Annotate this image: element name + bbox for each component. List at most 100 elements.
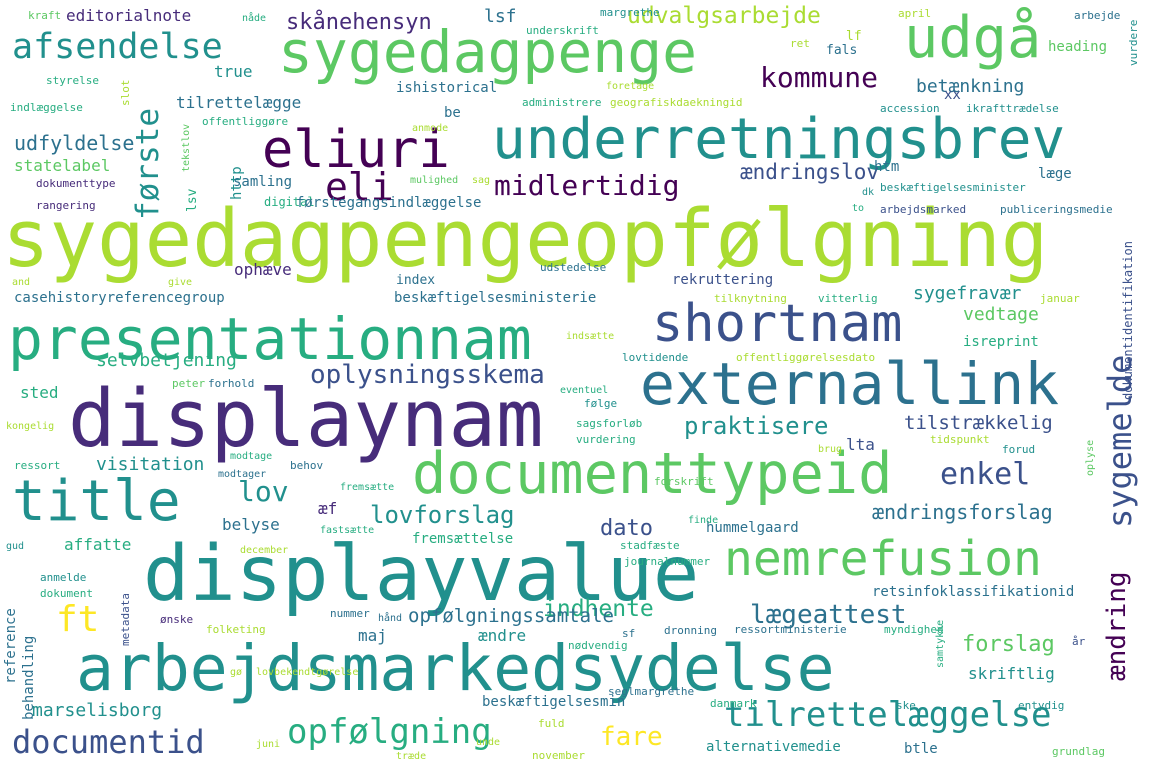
word: tilrettelæggelse [724,695,1052,735]
word: sygedagpenge [278,18,698,86]
word: seglmargrethe [608,685,695,698]
word: lov [238,475,289,508]
word: forskrift [654,475,714,488]
word: sted [20,383,59,402]
word: unde [476,737,501,748]
word: tekstlov [181,123,192,172]
word: lovbekendtgørelse [256,667,359,678]
word: metadata [119,593,132,646]
word: dronning [664,624,717,637]
word: editorialnote [66,6,192,25]
word: første [130,108,166,220]
word: oplysningsskema [310,360,545,390]
word: mulighed [410,175,459,186]
word: and [12,277,31,288]
word: arbejdsmarked [880,203,967,216]
word: vitterlig [818,292,878,305]
word: ændringsforslag [872,500,1053,524]
word: fare [600,722,663,752]
word: displayvalue [143,530,700,619]
word: april [898,7,932,20]
word: nummer [330,607,370,620]
word: title [12,469,181,534]
word: førstegangsindlæggelse [296,195,482,211]
word: kongelig [6,421,55,432]
word: hummelgaard [706,520,799,536]
word: juni [256,739,281,750]
word: true [214,62,253,81]
word: heading [1048,39,1108,55]
word: maj [358,626,387,645]
word: oplyse [1085,439,1096,476]
word: offentliggøre [202,115,289,128]
word: ishistorical [396,80,498,96]
word: myndighed [884,623,944,636]
word: danmark [710,697,757,710]
word: externallink [640,350,1060,418]
word: lf [846,29,862,44]
word: modtager [218,469,267,480]
word: ressortministerie [734,623,847,636]
word: fals [826,43,858,58]
word: ændring [1102,571,1132,681]
word: indlæggelse [10,101,83,114]
word: kraft [28,9,62,22]
word: dokumentidentifikation [1121,241,1135,400]
word: år [1072,635,1086,648]
word: journalnummer [624,555,711,568]
word: rekruttering [672,272,774,288]
word: opfølgning [287,712,492,752]
word: brug [818,444,843,455]
word: visitation [96,454,205,475]
word: behandling [21,635,37,720]
word: betænkning [916,76,1025,97]
word: lta [846,435,875,454]
word: dokument [40,587,93,600]
word: peter [172,377,206,390]
word: sygedagpengeopfølgning [2,193,1049,285]
word: hånd [378,613,403,624]
word: fastsætte [320,525,375,536]
word: arbejdsmarkedsydelse [76,632,835,705]
word: indsætte [566,331,615,342]
word: ændre [478,626,527,645]
word: samtykke [935,619,946,668]
word: documenttypeid [412,441,893,507]
word: finde [688,515,719,526]
word: november [532,749,585,762]
word: december [240,545,289,556]
word: administrere [522,96,602,109]
word: geografiskdaekningid [610,96,743,109]
word: rangering [36,199,96,212]
word: gud [6,541,25,552]
word: afsendelse [12,27,223,67]
word: foretage [606,81,655,92]
word: midlertidig [494,169,680,202]
word: anmelde [40,571,87,584]
word: udgå [904,5,1042,71]
word: eliuri [262,120,450,180]
word: give [168,277,193,288]
word: ret [790,37,810,50]
word: fuld [538,717,565,730]
word: ft [56,599,100,640]
word: accession [880,102,940,115]
word: nåde [242,13,267,24]
word: ophæve [234,260,292,279]
word: anmode [412,123,449,134]
word: documentid [12,723,205,761]
word: styrelse [46,74,99,87]
word: lovtidende [622,351,689,364]
word: eli [325,165,394,209]
word: forslag [962,632,1055,657]
word: slot [119,79,132,107]
word: træde [396,751,427,762]
word: tidspunkt [930,433,990,446]
word: tilstrækkelig [904,412,1053,434]
word: læge [1038,166,1072,182]
word: folketing [206,623,266,636]
word: skriftlig [968,664,1055,683]
word: sagsforløb [576,417,643,430]
word: digital [264,195,315,209]
